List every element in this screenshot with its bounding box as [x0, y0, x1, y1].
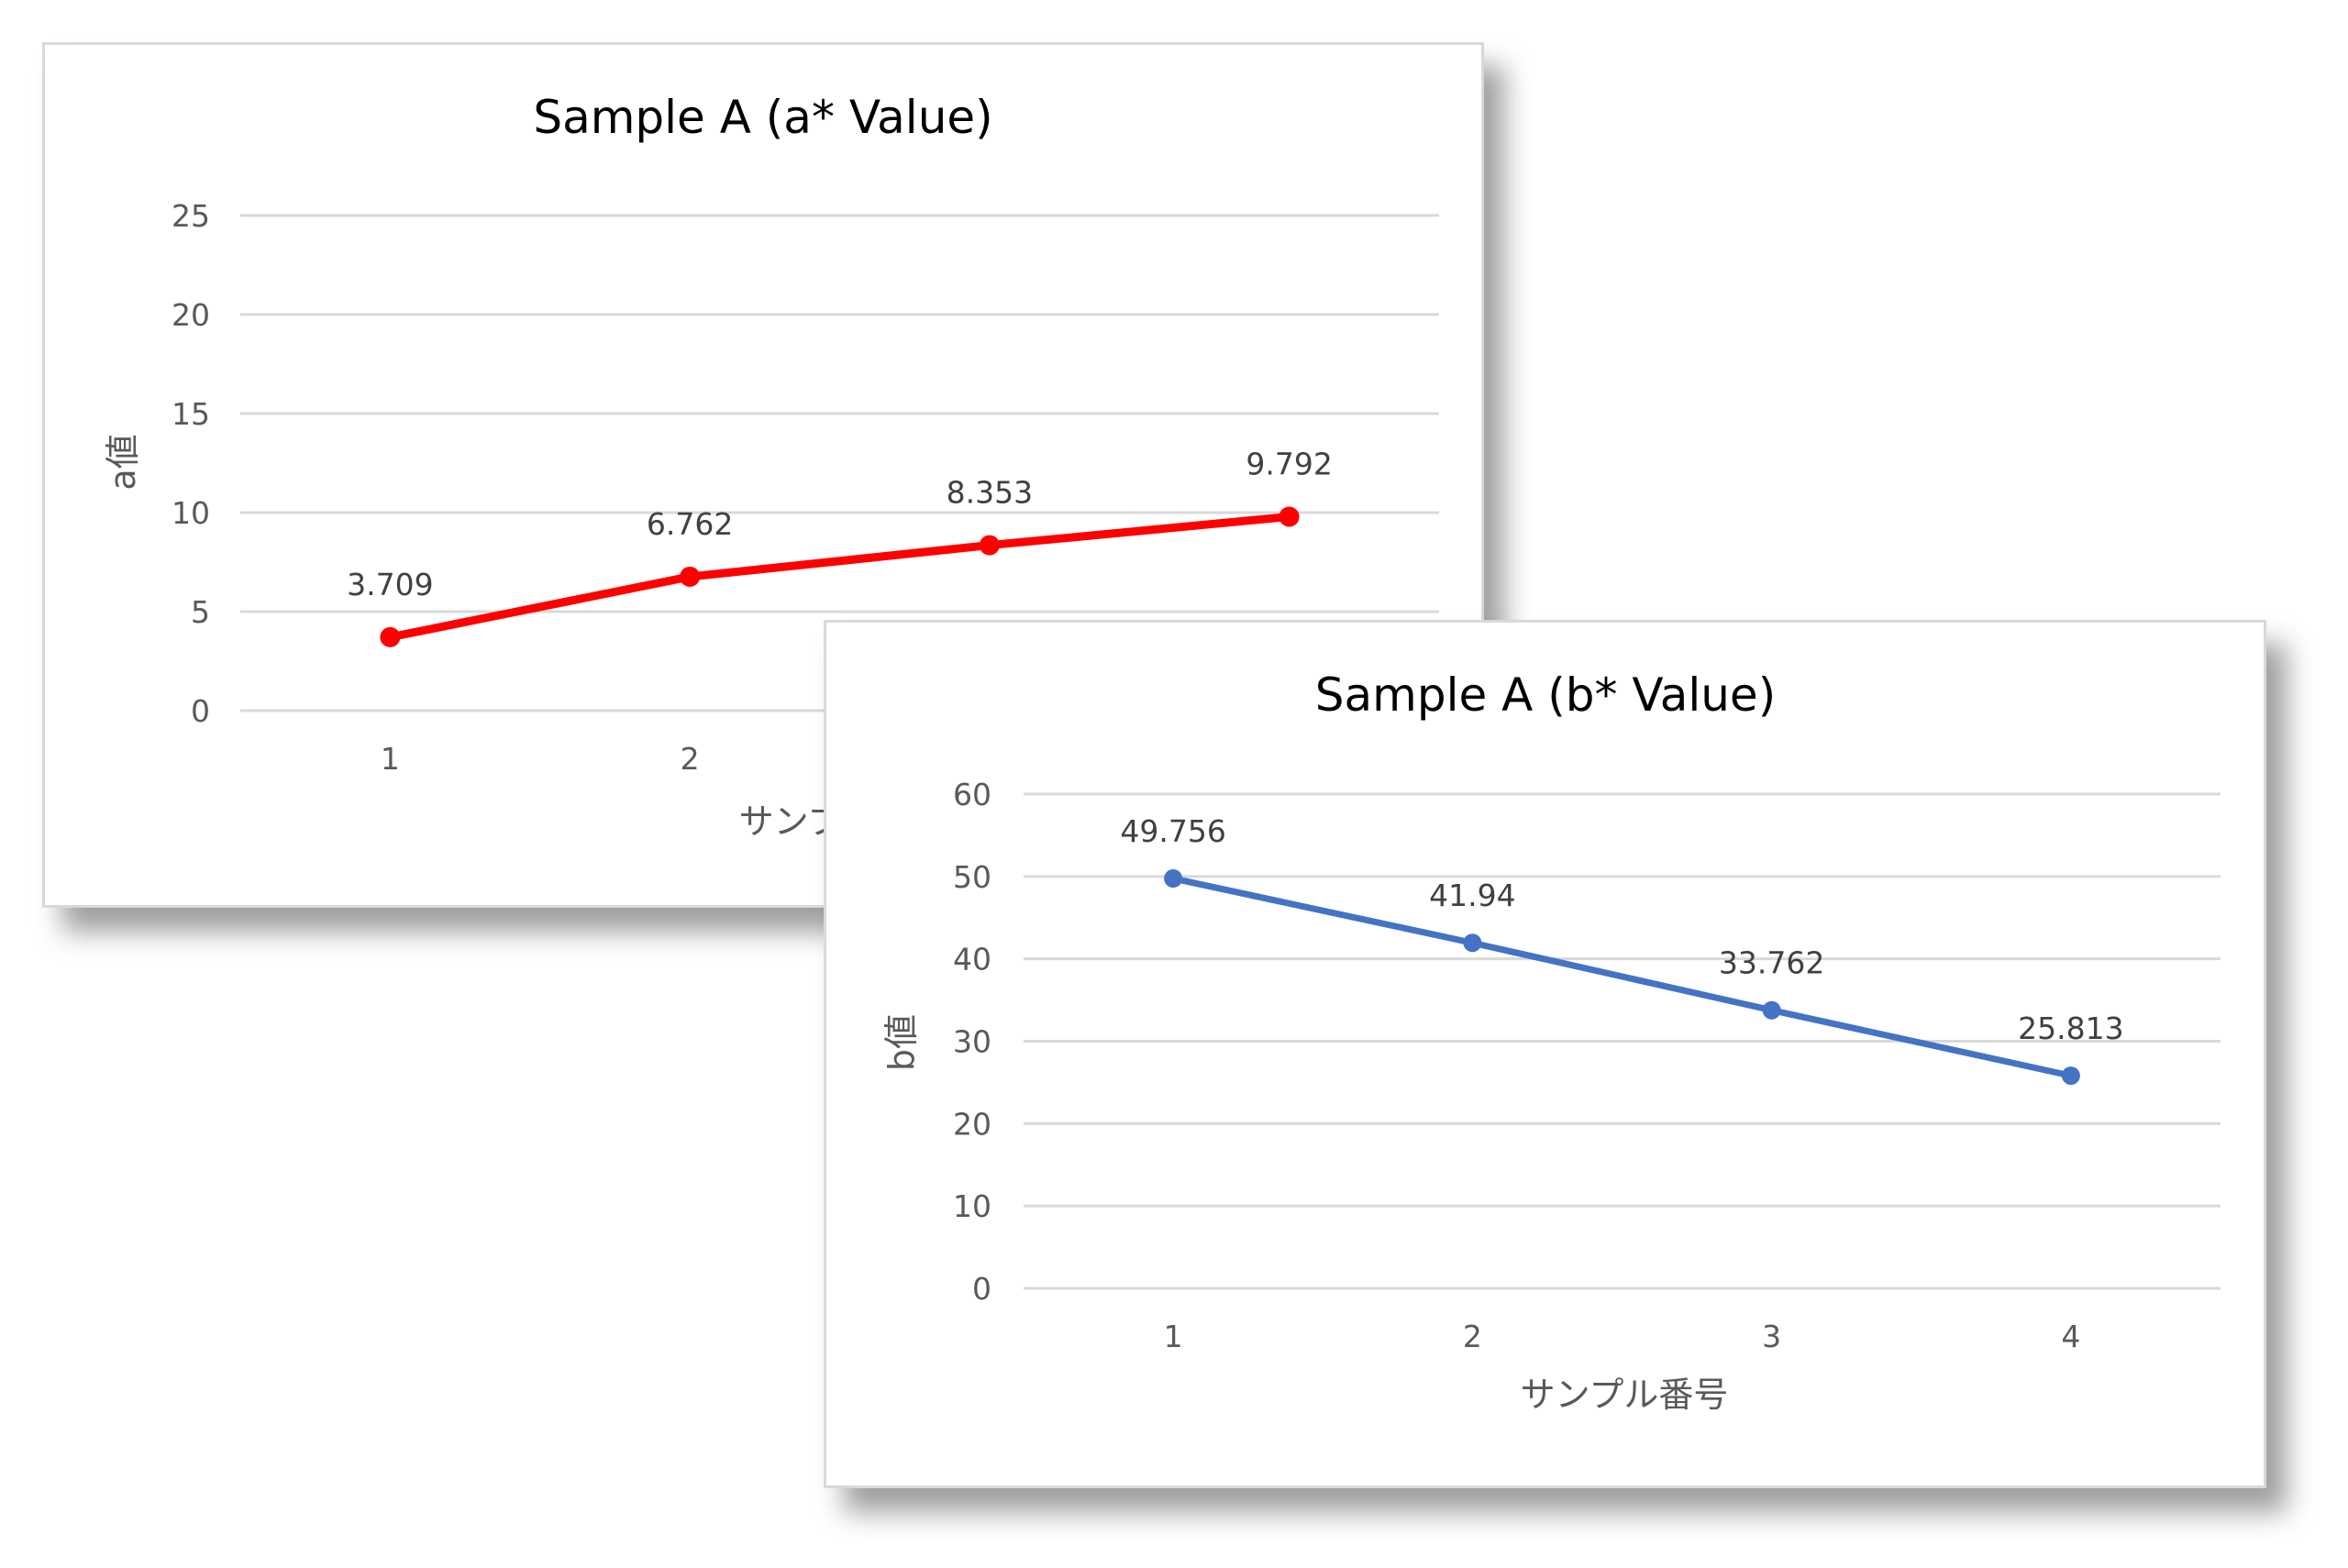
- data-point-marker: [1463, 933, 1482, 953]
- y-tick-label: 5: [191, 594, 210, 630]
- y-tick-label: 50: [953, 859, 991, 895]
- x-tick-label: 4: [2061, 1319, 2080, 1354]
- y-tick-label: 40: [953, 942, 991, 977]
- x-tick-label: 1: [1164, 1319, 1183, 1354]
- y-tick-label: 0: [972, 1271, 991, 1307]
- chart-panel-a-value: Sample A (a* Value)05101520251234サンプル番号a…: [42, 42, 1484, 908]
- y-axis-title: b値: [881, 1014, 922, 1071]
- data-point-marker: [380, 626, 401, 647]
- x-axis-title: サンプル番号: [1521, 1375, 1729, 1415]
- chart-title: Sample A (b* Value): [1315, 668, 1776, 722]
- data-point-marker: [1279, 506, 1300, 527]
- y-tick-label: 0: [191, 693, 210, 729]
- chart-title: Sample A (a* Value): [533, 91, 992, 144]
- y-tick-label: 20: [172, 297, 210, 333]
- data-label: 41.94: [1429, 878, 1515, 913]
- series-line: [385, 512, 1294, 642]
- chart-panel-b-value: Sample A (b* Value) 0 10 20 30 40 50 60 1 2 3 4 サンプル…: [824, 620, 2266, 1488]
- y-tick-label: 25: [172, 198, 210, 234]
- data-label: 33.762: [1719, 945, 1824, 981]
- y-axis-title: a値: [103, 434, 143, 490]
- x-tick-label: 2: [1463, 1319, 1482, 1354]
- y-tick-label: 10: [172, 495, 210, 531]
- data-label: 9.792: [1246, 446, 1332, 481]
- data-point-marker: [680, 566, 701, 587]
- data-point-marker: [1762, 1000, 1781, 1020]
- x-tick-label: 1: [381, 741, 400, 777]
- x-tick-label: 2: [681, 741, 700, 777]
- data-label: 3.709: [347, 567, 433, 602]
- x-tick-label: 3: [1762, 1319, 1781, 1354]
- data-point-marker: [1164, 869, 1183, 889]
- series-line: [1169, 875, 2075, 1079]
- y-tick-label: 15: [172, 396, 210, 432]
- data-point-marker: [979, 535, 1000, 556]
- data-label: 49.756: [1120, 813, 1225, 849]
- chart-b-value-svg: Sample A (b* Value) 0 10 20 30 40 50 60 1 2 3 4 サンプル…: [881, 668, 2221, 1415]
- data-point-marker: [2061, 1066, 2080, 1086]
- y-tick-label: 30: [953, 1024, 991, 1060]
- y-tick-label: 10: [953, 1188, 991, 1224]
- data-label: 25.813: [2018, 1010, 2123, 1046]
- y-tick-label: 60: [953, 777, 991, 812]
- data-label: 8.353: [947, 475, 1033, 511]
- data-label: 6.762: [647, 506, 733, 542]
- y-tick-label: 20: [953, 1106, 991, 1142]
